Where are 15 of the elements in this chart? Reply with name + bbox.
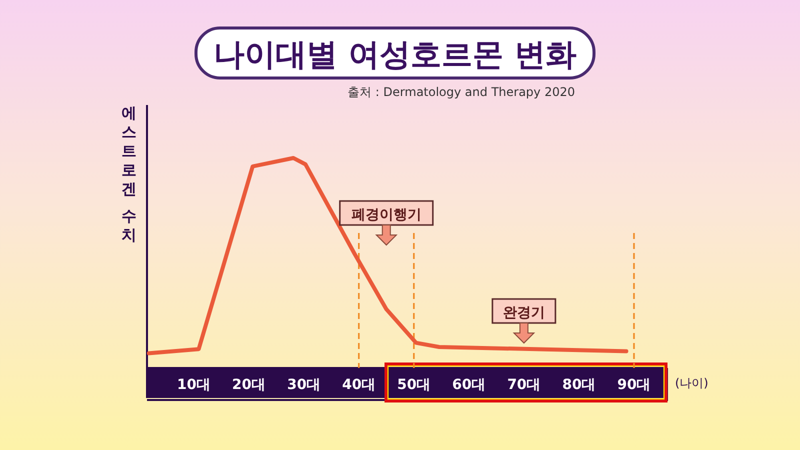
x-tick-label: 90대	[617, 377, 651, 393]
x-tick-label: 40대	[342, 377, 376, 393]
annotation: 완경기	[502, 305, 545, 321]
x-tick-label: 20대	[232, 377, 266, 393]
chart-title: 나이대별 여성호르몬 변화	[214, 37, 576, 73]
source-note: 출처 : Dermatology and Therapy 2020	[348, 85, 575, 99]
x-axis-title: (나이)	[675, 376, 708, 390]
x-tick-label: 50대	[397, 377, 431, 393]
x-tick-label: 70대	[507, 377, 541, 393]
y-axis-title: 에스트로겐 수치	[122, 104, 136, 244]
annotation: 폐경이행기	[351, 207, 422, 223]
x-tick-label: 80대	[562, 377, 596, 393]
x-tick-label: 30대	[287, 377, 321, 393]
x-tick-label: 60대	[452, 377, 486, 393]
x-tick-label: 10대	[177, 377, 211, 393]
